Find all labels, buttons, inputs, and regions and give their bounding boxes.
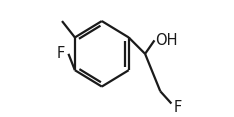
Text: F: F	[174, 100, 182, 115]
Text: F: F	[57, 46, 65, 61]
Text: OH: OH	[155, 33, 178, 48]
